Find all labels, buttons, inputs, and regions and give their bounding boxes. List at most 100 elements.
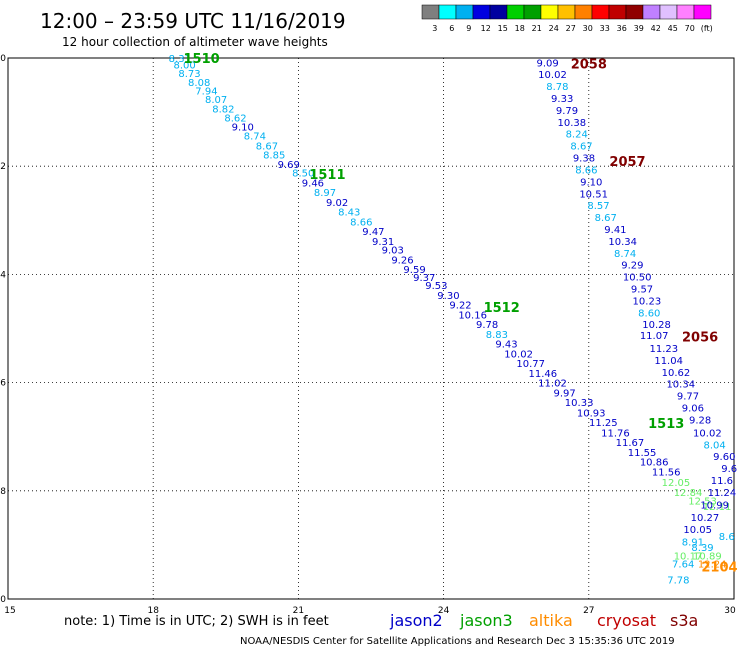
colorbar-swatch (557, 4, 576, 20)
wave-height-label: 8.50 (292, 169, 314, 180)
wave-height-label: 9.60 (713, 452, 735, 463)
wave-height-label: 11.76 (601, 428, 630, 439)
colorbar-label: 6 (449, 24, 454, 33)
wave-height-label: 9.6 (721, 464, 737, 475)
wave-height-label: 8.74 (244, 131, 266, 142)
wave-height-label: 7.78 (667, 576, 689, 587)
wave-height-label: 8.07 (205, 95, 227, 106)
chart-subtitle: 12 hour collection of altimeter wave hei… (62, 35, 328, 49)
wave-height-label: 7.94 (195, 86, 217, 97)
colorbar-swatch (693, 4, 712, 20)
wave-height-label: 8.78 (546, 82, 568, 93)
wave-height-label: 11.67 (616, 438, 645, 449)
color-scale-bar: 3 6 9 12 15 18 21 24 27 30 33 36 39 42 45 70 (ft) (421, 4, 713, 33)
wave-height-label: 7.64 (672, 559, 694, 570)
x-tick-label: 18 (147, 606, 159, 616)
colorbar-swatch (540, 4, 559, 20)
plot-area: 15 18 21 24 27 30 -50 -52 -54 -56 -58 -60 8.318.00… (0, 52, 738, 616)
wave-height-label: 10.05 (683, 525, 712, 536)
wave-height-label: 10.02 (693, 428, 722, 439)
wave-height-label: 9.43 (495, 340, 517, 351)
wave-height-label: 9.37 (413, 273, 435, 284)
wave-height-label: 10.51 (579, 189, 608, 200)
wave-height-label: 8.00 (174, 60, 196, 71)
colorbar-swatch (625, 4, 644, 20)
plot-frame (7, 57, 735, 600)
wave-height-label: 8.24 (566, 130, 588, 141)
wave-height-label: 10.62 (662, 368, 691, 379)
colorbar-swatch (608, 4, 627, 20)
colorbar-label: 21 (532, 24, 542, 33)
colorbar-label: (ft) (701, 24, 713, 33)
legend-entry: jason2 (389, 611, 443, 630)
wave-height-label: 8.73 (178, 69, 200, 80)
pass-number-label: 1512 (484, 301, 520, 316)
wave-height-label: 9.06 (682, 403, 704, 414)
wave-height-label: 11.25 (589, 418, 618, 429)
wave-height-label: 12.53 (688, 497, 717, 508)
wave-height-label: 9.02 (326, 198, 348, 209)
wave-height-label: 9.77 (677, 392, 699, 403)
wave-height-label: 8.67 (256, 142, 278, 153)
wave-height-label: 9.33 (551, 94, 573, 105)
wave-height-label: 10.50 (623, 273, 652, 284)
wave-height-label: 8.60 (638, 308, 660, 319)
wave-height-label: 10.02 (538, 70, 567, 81)
pass-number-label: 2057 (609, 155, 645, 170)
wave-height-label: 9.69 (278, 160, 300, 171)
colorbar-label: 45 (668, 24, 678, 33)
wave-height-label: 10.17 (674, 552, 703, 563)
colorbar-label: 70 (685, 24, 695, 33)
wave-height-label: 9.09 (537, 58, 559, 69)
colorbar-swatch (642, 4, 661, 20)
pass-labels: 1510 1511 1512 1513 2058 2057 2056 2104 (184, 52, 738, 576)
wave-height-label: 8.83 (486, 330, 508, 341)
footer-credit: NOAA/NESDIS Center for Satellite Applica… (240, 636, 675, 647)
legend-entry: altika (529, 611, 573, 630)
wave-height-label: 11.24 (708, 488, 737, 499)
colorbar-swatch (506, 4, 525, 20)
colorbar-swatch (421, 4, 440, 20)
y-tick-label: -58 (0, 487, 6, 497)
colorbar-label: 18 (515, 24, 525, 33)
legend-entry: jason3 (459, 611, 513, 630)
wave-height-label: 9.79 (556, 106, 578, 117)
wave-height-label: 8.04 (704, 440, 726, 451)
colorbar-label: 24 (549, 24, 559, 33)
wave-height-label: 10.77 (516, 359, 545, 370)
x-tick-label: 24 (438, 606, 450, 616)
y-tick-label: -52 (0, 162, 6, 172)
wave-height-label: 11.46 (528, 369, 557, 380)
x-tick-label: 30 (724, 606, 736, 616)
colorbar-swatch (455, 4, 474, 20)
x-tick-label: 21 (293, 606, 304, 616)
colorbar-swatch (438, 4, 457, 20)
colorbar-label: 12 (481, 24, 491, 33)
wave-height-label: 10.99 (700, 500, 729, 511)
wave-height-label: 8.91 (682, 538, 704, 549)
wave-height-label: 9.10 (232, 123, 254, 134)
wave-height-label: 9.46 (302, 178, 324, 189)
wave-height-label: 9.57 (631, 284, 653, 295)
wave-height-label: 9.03 (382, 246, 404, 257)
wave-height-label: 8.43 (338, 208, 360, 219)
wave-height-label: 8.97 (314, 188, 336, 199)
wave-height-label: 10.16 (458, 310, 487, 321)
wave-height-label: 8.85 (263, 150, 285, 161)
legend-entry: s3a (670, 611, 698, 630)
wave-height-label: 10.02 (504, 349, 533, 360)
wave-height-label: 11.04 (654, 356, 683, 367)
y-axis-ticks: -50 -52 -54 -56 -58 -60 (0, 54, 6, 605)
colorbar-swatch (574, 4, 593, 20)
wave-height-label: 9.97 (553, 388, 575, 399)
wave-height-label: 8.74 (614, 249, 636, 260)
wave-height-label: 11.07 (640, 331, 669, 342)
wave-height-label: 8.31 (169, 54, 191, 65)
wave-height-label: 11.56 (652, 467, 681, 478)
y-tick-label: -56 (0, 379, 6, 389)
pass-number-label: 1513 (648, 417, 684, 432)
colorbar-swatch (676, 4, 695, 20)
wave-height-label: 9.47 (362, 227, 384, 238)
wave-height-label: 9.29 (621, 261, 643, 272)
wave-height-label: 9.41 (604, 225, 626, 236)
